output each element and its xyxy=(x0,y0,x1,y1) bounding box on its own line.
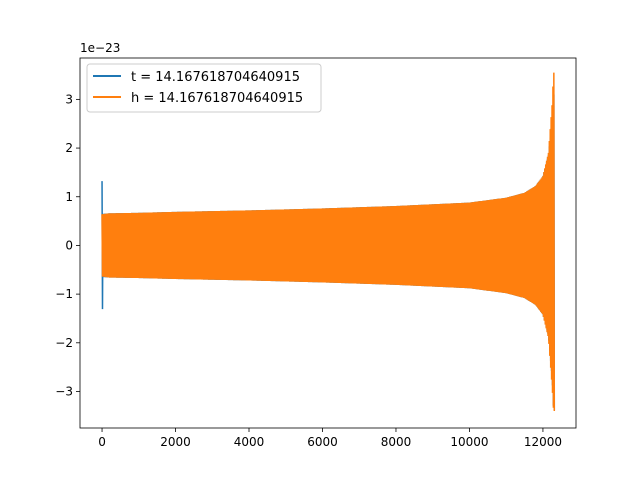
y-tick-label: 0 xyxy=(65,238,73,252)
series-line-h xyxy=(101,72,556,411)
plot-area xyxy=(101,72,556,411)
x-tick-label: 8000 xyxy=(381,435,412,449)
x-tick-label: 6000 xyxy=(307,435,338,449)
y-tick-label: 2 xyxy=(65,141,73,155)
legend-label-h: h = 14.167618704640915 xyxy=(131,91,303,106)
x-tick-label: 12000 xyxy=(524,435,562,449)
x-tick-label: 4000 xyxy=(234,435,265,449)
x-tick-label: 0 xyxy=(98,435,106,449)
legend: t = 14.167618704640915 h = 14.1676187046… xyxy=(86,63,322,113)
y-tick-label: 1 xyxy=(65,190,73,204)
legend-box xyxy=(86,63,322,113)
y-tick-label: 3 xyxy=(65,92,73,106)
x-axis: 0 2000 4000 6000 8000 10000 12000 xyxy=(98,428,562,449)
y-tick-label: −1 xyxy=(55,287,73,301)
legend-label-t: t = 14.167618704640915 xyxy=(131,70,300,85)
y-tick-label: −3 xyxy=(55,384,73,398)
x-tick-label: 2000 xyxy=(160,435,191,449)
y-offset-label: 1e−23 xyxy=(80,41,120,55)
x-tick-label: 10000 xyxy=(450,435,488,449)
y-tick-label: −2 xyxy=(55,336,73,350)
axes-frame xyxy=(79,57,577,429)
y-axis: −3 −2 −1 0 1 2 3 xyxy=(55,92,80,398)
